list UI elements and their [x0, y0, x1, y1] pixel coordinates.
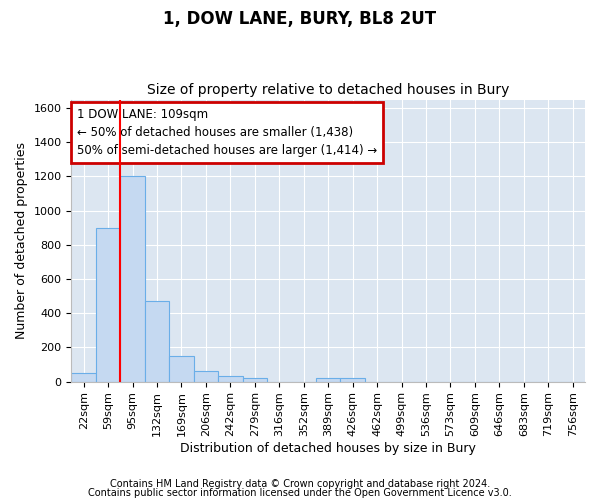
Bar [218, 376, 242, 382]
Bar [96, 228, 121, 382]
Bar [121, 176, 145, 382]
Title: Size of property relative to detached houses in Bury: Size of property relative to detached ho… [147, 83, 509, 97]
Text: Contains public sector information licensed under the Open Government Licence v3: Contains public sector information licen… [88, 488, 512, 498]
Text: 1, DOW LANE, BURY, BL8 2UT: 1, DOW LANE, BURY, BL8 2UT [163, 10, 437, 28]
Text: Contains HM Land Registry data © Crown copyright and database right 2024.: Contains HM Land Registry data © Crown c… [110, 479, 490, 489]
Bar [71, 373, 96, 382]
Y-axis label: Number of detached properties: Number of detached properties [15, 142, 28, 339]
X-axis label: Distribution of detached houses by size in Bury: Distribution of detached houses by size … [180, 442, 476, 455]
Bar [145, 302, 169, 382]
Bar [316, 378, 340, 382]
Bar [194, 372, 218, 382]
Bar [169, 356, 194, 382]
Bar [242, 378, 267, 382]
Bar [340, 378, 365, 382]
Text: 1 DOW LANE: 109sqm
← 50% of detached houses are smaller (1,438)
50% of semi-deta: 1 DOW LANE: 109sqm ← 50% of detached hou… [77, 108, 377, 157]
